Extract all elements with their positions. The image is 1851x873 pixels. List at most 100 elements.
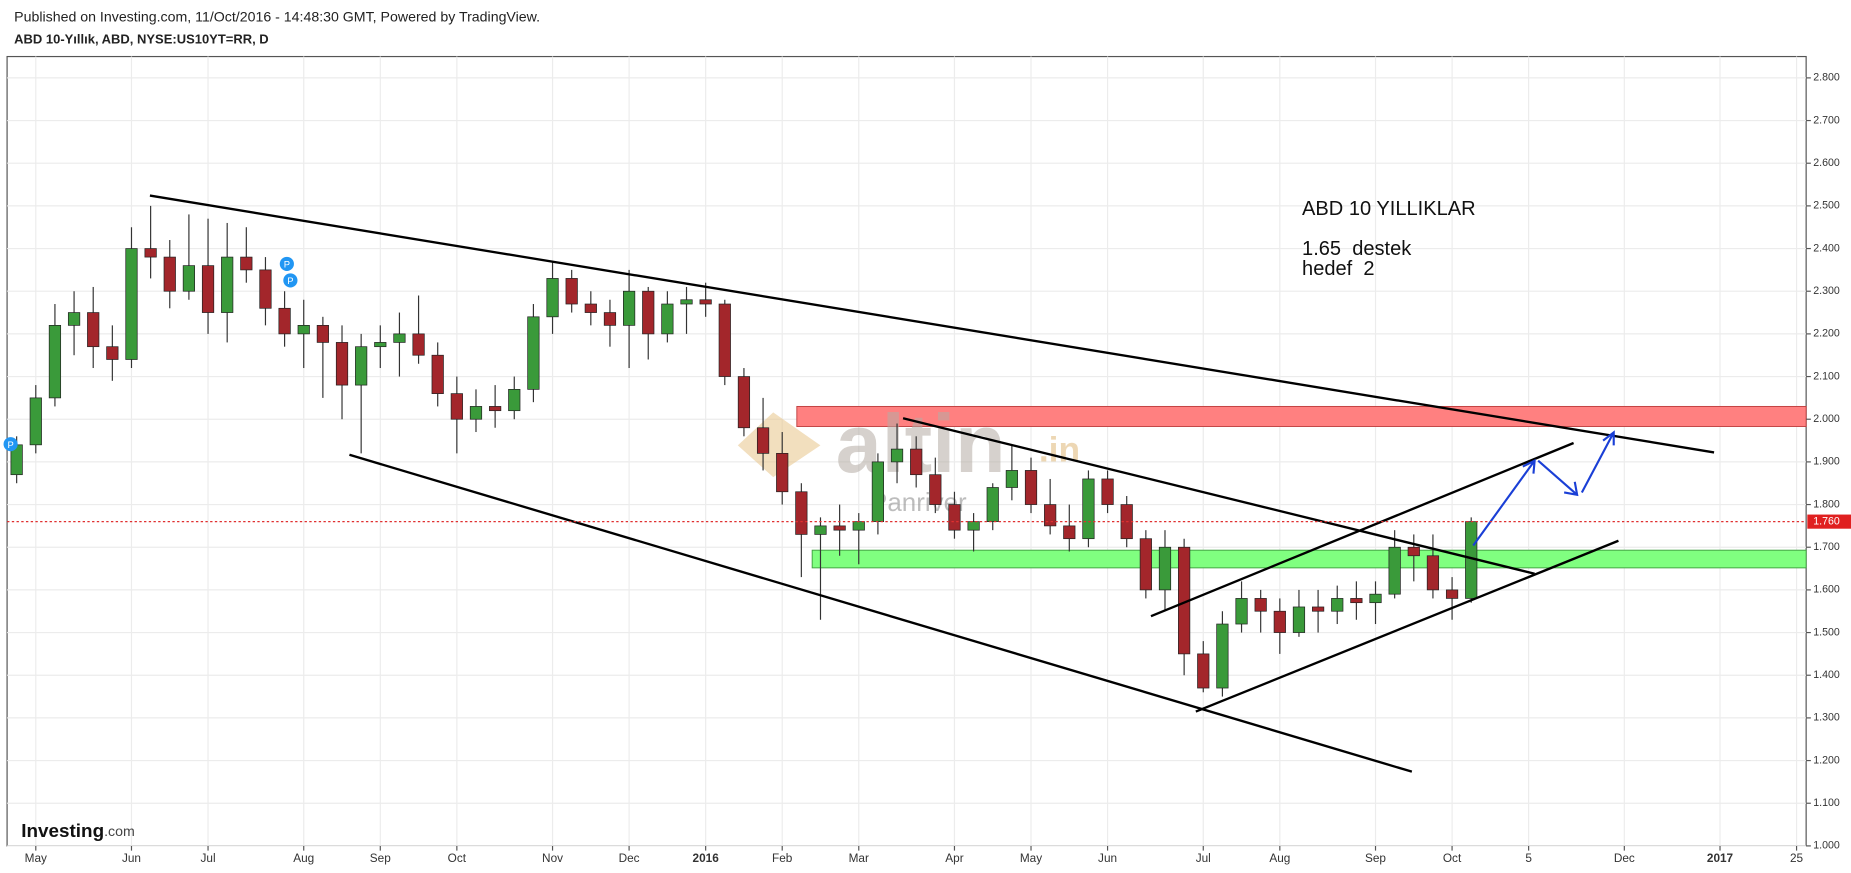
candle-body: [527, 316, 540, 390]
candle-body: [929, 474, 942, 505]
candle-body: [240, 256, 253, 271]
candle-body: [1197, 653, 1210, 689]
p-markers: P P P: [3, 256, 298, 452]
trend-line: [349, 453, 1413, 773]
y-tick-label: 1.800: [1813, 498, 1840, 510]
x-tick-label: Dec: [619, 852, 640, 865]
x-tick-label: Jul: [1196, 852, 1211, 865]
published-note: Published on Investing.com, 11/Oct/2016 …: [14, 8, 540, 24]
candle-body: [1273, 610, 1286, 633]
candle-body: [871, 461, 884, 522]
support-zone: [811, 549, 1807, 569]
candle-body: [67, 312, 81, 326]
candle-body: [450, 393, 463, 420]
candle-body: [1369, 593, 1382, 604]
candle-body: [29, 397, 42, 446]
y-tick-label: 2.000: [1813, 413, 1840, 425]
y-tick-label: 1.600: [1813, 584, 1840, 596]
candle-body: [278, 307, 291, 335]
x-tick-label: May: [1020, 852, 1042, 865]
candle-body: [1254, 598, 1267, 612]
candle-body: [297, 325, 310, 335]
candle-body: [393, 333, 406, 343]
y-tick-label: 2.100: [1813, 370, 1840, 382]
candle-body: [1005, 470, 1018, 488]
arrow: [1580, 430, 1615, 493]
candle-body: [1426, 555, 1440, 591]
x-tick-label: Nov: [542, 852, 563, 865]
candle-body: [699, 299, 712, 305]
last-price-box: [1807, 514, 1851, 529]
candle-body: [890, 448, 904, 463]
candle-body: [201, 265, 215, 313]
logo-name: Investing: [21, 820, 104, 841]
candle-body: [87, 312, 100, 348]
x-tick-label: 2016: [693, 852, 720, 865]
y-tick-label: 2.400: [1813, 242, 1840, 254]
x-tick-label: Jul: [201, 852, 216, 865]
annotation: ABD 10 YILLIKLAR: [1302, 198, 1476, 220]
candle-body: [374, 342, 387, 348]
event-marker-glyph: P: [284, 259, 290, 270]
event-marker[interactable]: [279, 256, 294, 271]
candle-body: [412, 333, 425, 356]
grid: [7, 56, 1807, 847]
annotation: hedef 2: [1302, 258, 1374, 280]
candle-body: [546, 278, 559, 318]
x-tick-label: Sep: [1365, 852, 1386, 865]
candle-body: [795, 491, 808, 535]
trend-line: [902, 417, 1535, 575]
candle-body: [316, 325, 329, 343]
x-tick-label: 25: [1790, 852, 1804, 865]
candle-body: [431, 354, 444, 394]
candle-body: [144, 248, 157, 258]
candle-body: [910, 448, 923, 476]
last-price-label: 1.760: [1813, 515, 1840, 527]
candle-body: [1101, 478, 1114, 505]
y-tick-label: 1.300: [1813, 712, 1840, 724]
x-tick-label: 5: [1525, 852, 1532, 865]
candle-body: [852, 521, 865, 531]
trend-line: [149, 194, 1715, 454]
x-tick-label: Sep: [370, 852, 391, 865]
y-tick-label: 1.500: [1813, 626, 1840, 638]
event-marker[interactable]: [283, 273, 298, 288]
x-tick-label: Oct: [1443, 852, 1462, 865]
event-marker-glyph: P: [7, 439, 13, 450]
drawings: [149, 194, 1715, 773]
x-tick-label: 2017: [1707, 852, 1734, 865]
y-tick-label: 1.100: [1813, 797, 1840, 809]
candle-body: [489, 406, 502, 412]
candle-body: [1024, 470, 1038, 505]
candle-body: [1158, 546, 1172, 591]
candle-body: [756, 427, 770, 454]
arrow: [1472, 458, 1536, 547]
symbol-title: ABD 10-Yıllık, ABD, NYSE:US10YT=RR, D: [14, 31, 269, 46]
candle-body: [1407, 546, 1420, 557]
candle-body: [718, 303, 731, 377]
candle-body: [163, 256, 176, 292]
candle-body: [814, 525, 827, 535]
candle-body: [833, 525, 846, 531]
candle-body: [661, 303, 674, 335]
candle-body: [221, 256, 234, 313]
candle-body: [335, 342, 349, 386]
x-tick-label: May: [25, 852, 47, 865]
candle-body: [508, 389, 521, 412]
watermark-suffix: .in: [1039, 431, 1080, 470]
x-tick-label: Apr: [945, 852, 963, 865]
annotation: 1.65 destek: [1302, 238, 1412, 260]
y-tick-label: 2.600: [1813, 157, 1840, 169]
event-marker[interactable]: [3, 437, 18, 452]
candle-body: [355, 346, 368, 386]
candle-body: [623, 290, 636, 326]
x-tick-label: Oct: [448, 852, 467, 865]
x-tick-label: Jun: [1098, 852, 1117, 865]
logo-suffix: .com: [104, 823, 135, 839]
candle-body: [680, 299, 693, 305]
candle-body: [469, 406, 483, 420]
candle-body: [1331, 598, 1344, 612]
candle-body: [1082, 478, 1095, 540]
